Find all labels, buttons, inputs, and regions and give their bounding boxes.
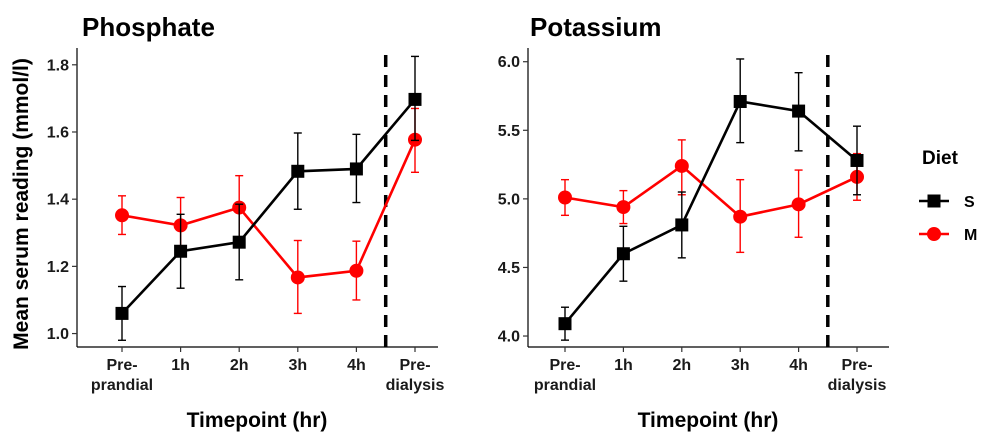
phosphate-x-tick-label: 4h — [347, 357, 366, 374]
phosphate-m-point — [290, 270, 305, 285]
potassium-x-tick-label: 2h — [672, 357, 691, 374]
phosphate-x-tick-label: dialysis — [386, 377, 445, 394]
potassium-x-axis-title: Timepoint (hr) — [638, 409, 779, 432]
phosphate-s-point — [232, 235, 246, 249]
legend-s-label: S — [964, 194, 975, 211]
phosphate-m-point — [115, 208, 129, 223]
phosphate-x-tick-label: 1h — [171, 357, 190, 374]
potassium-s-line — [564, 100, 858, 325]
phosphate-y-tick-label: 1.4 — [47, 192, 69, 209]
legend: Diet SM — [919, 148, 977, 244]
potassium-s-point — [558, 317, 572, 331]
potassium-s-point — [792, 104, 806, 118]
potassium-x-tick-label: 4h — [789, 357, 808, 374]
phosphate-panel: Phosphate 1.0 1.2 1.4 1.6 1.8 Pre-prandial 1h… — [47, 12, 445, 432]
potassium-title: Potassium — [530, 12, 662, 42]
phosphate-x-axis-title: Timepoint (hr) — [187, 409, 328, 432]
legend-title: Diet — [922, 148, 959, 169]
potassium-y-tick-label: 4.0 — [498, 329, 520, 346]
phosphate-y-tick-label: 1.8 — [47, 57, 69, 74]
potassium-x-tick-label: prandial — [534, 377, 596, 394]
potassium-m-point — [733, 209, 748, 224]
y-axis-title: Mean serum reading (mmol/l) — [10, 58, 33, 350]
potassium-x-tick-label: Pre- — [841, 357, 872, 374]
phosphate-s-point — [291, 164, 305, 178]
phosphate-x-tick-label: Pre- — [106, 357, 137, 374]
potassium-series — [558, 58, 864, 341]
phosphate-title: Phosphate — [82, 12, 215, 42]
legend-m-label: M — [964, 227, 977, 244]
phosphate-x-tick-label: 3h — [288, 357, 307, 374]
phosphate-s-line — [121, 98, 416, 315]
phosphate-x-tick-label: prandial — [91, 377, 153, 394]
potassium-m-line — [564, 164, 858, 219]
phosphate-x-ticks: Pre-prandial 1h 2h 3h 4h Pre-dialysis — [91, 347, 445, 394]
phosphate-x-tick-label: 2h — [230, 357, 249, 374]
phosphate-s-point — [408, 92, 422, 106]
potassium-panel: Potassium 4.0 4.5 5.0 5.5 6.0 Pre-prandial 1h… — [498, 12, 889, 432]
phosphate-series — [115, 55, 422, 341]
potassium-m-point — [616, 200, 631, 215]
potassium-m-point — [674, 158, 689, 173]
potassium-y-tick-label: 6.0 — [498, 54, 520, 71]
phosphate-s-point — [174, 244, 188, 258]
potassium-m-point — [558, 190, 572, 205]
potassium-x-tick-label: 3h — [731, 357, 750, 374]
phosphate-y-tick-label: 1.2 — [47, 259, 69, 276]
potassium-s-point — [733, 94, 747, 108]
phosphate-x-tick-label: Pre- — [399, 357, 430, 374]
phosphate-m-point — [349, 263, 364, 278]
legend-items: SM — [919, 194, 977, 244]
potassium-y-ticks: 4.0 4.5 5.0 5.5 6.0 — [498, 54, 528, 346]
legend-s-swatch-marker — [927, 194, 941, 208]
legend-m-swatch-marker — [927, 227, 941, 241]
potassium-s-point — [850, 153, 864, 167]
potassium-s-point — [616, 247, 630, 261]
phosphate-y-tick-label: 1.6 — [47, 124, 69, 141]
phosphate-y-tick-label: 1.0 — [47, 326, 69, 343]
potassium-m-point — [791, 197, 806, 212]
phosphate-s-point — [349, 162, 363, 176]
potassium-x-tick-label: Pre- — [549, 357, 580, 374]
potassium-x-ticks: Pre-prandial 1h 2h 3h 4h Pre-dialysis — [534, 347, 887, 394]
potassium-y-tick-label: 4.5 — [498, 260, 520, 277]
potassium-x-tick-label: 1h — [614, 357, 633, 374]
potassium-s-point — [675, 218, 689, 232]
phosphate-s-point — [115, 306, 129, 320]
phosphate-m-line — [121, 139, 417, 279]
potassium-y-tick-label: 5.0 — [498, 191, 520, 208]
potassium-x-tick-label: dialysis — [828, 377, 887, 394]
phosphate-y-ticks: 1.0 1.2 1.4 1.6 1.8 — [47, 57, 77, 343]
potassium-y-tick-label: 5.5 — [498, 123, 520, 140]
